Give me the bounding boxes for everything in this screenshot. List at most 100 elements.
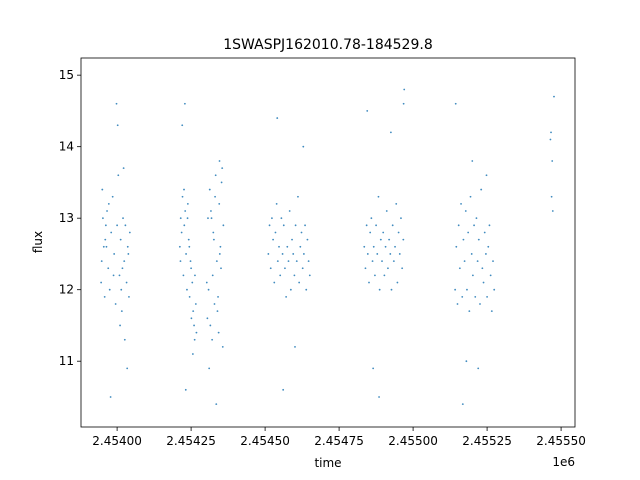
point xyxy=(372,245,375,248)
point xyxy=(218,160,221,162)
point xyxy=(218,253,221,255)
point xyxy=(282,388,285,391)
point xyxy=(183,188,185,191)
point xyxy=(397,231,400,234)
point xyxy=(187,238,190,241)
point xyxy=(121,267,124,270)
chart-title: 1SWASPJ162010.78-184529.8 xyxy=(223,37,432,53)
point xyxy=(302,145,305,148)
point xyxy=(454,102,457,105)
point xyxy=(189,260,192,262)
point xyxy=(100,281,103,284)
point xyxy=(218,202,221,205)
point xyxy=(403,88,406,91)
point xyxy=(458,267,461,270)
point xyxy=(126,245,129,248)
point xyxy=(395,202,398,205)
point xyxy=(213,303,216,305)
point xyxy=(378,288,381,291)
point xyxy=(492,260,494,262)
point xyxy=(473,224,475,227)
point xyxy=(181,124,184,127)
point xyxy=(120,310,123,313)
point xyxy=(461,403,464,406)
point xyxy=(117,174,120,177)
point xyxy=(306,238,309,241)
point xyxy=(464,210,467,212)
point xyxy=(486,295,488,298)
point xyxy=(110,231,113,234)
point xyxy=(127,253,130,255)
point xyxy=(382,231,385,234)
point xyxy=(363,245,366,248)
point xyxy=(278,245,280,248)
point xyxy=(273,281,276,284)
point xyxy=(475,217,478,220)
point xyxy=(295,260,298,262)
point xyxy=(188,245,191,248)
point xyxy=(186,202,189,205)
point xyxy=(122,217,124,220)
point xyxy=(119,238,122,241)
point xyxy=(402,238,405,241)
point xyxy=(108,288,111,291)
point xyxy=(185,253,187,255)
x-offset-label: 1e6 xyxy=(552,455,575,469)
point xyxy=(120,288,123,291)
point xyxy=(366,253,369,255)
point xyxy=(183,224,186,227)
point xyxy=(282,224,285,227)
point xyxy=(122,167,125,170)
point xyxy=(493,288,496,291)
point xyxy=(375,224,377,227)
x-tick-label: 2.45550 xyxy=(536,434,586,448)
point xyxy=(553,95,555,98)
point xyxy=(124,224,127,227)
point xyxy=(271,217,273,220)
point xyxy=(186,288,188,291)
point xyxy=(267,253,270,255)
point xyxy=(112,274,115,277)
point xyxy=(300,231,303,234)
point xyxy=(288,210,291,212)
point xyxy=(104,224,107,227)
point xyxy=(302,253,305,255)
point xyxy=(123,338,126,341)
point xyxy=(378,396,380,398)
point xyxy=(390,288,393,291)
point xyxy=(364,267,367,270)
point xyxy=(268,224,271,227)
point xyxy=(383,274,386,277)
point xyxy=(466,288,468,291)
point xyxy=(128,231,131,234)
point xyxy=(372,367,375,370)
point xyxy=(468,310,471,313)
point xyxy=(454,288,457,291)
point xyxy=(369,231,372,234)
point xyxy=(102,245,105,248)
point xyxy=(294,346,296,348)
point xyxy=(276,117,279,119)
point xyxy=(299,245,302,248)
point xyxy=(190,267,193,270)
point xyxy=(123,260,126,262)
point xyxy=(184,210,187,212)
point xyxy=(190,317,193,320)
point xyxy=(188,295,191,298)
point xyxy=(116,124,119,127)
point xyxy=(460,202,462,205)
point xyxy=(396,281,399,284)
point xyxy=(457,224,460,227)
point xyxy=(381,260,383,262)
point xyxy=(220,181,223,184)
x-axis-label: time xyxy=(314,456,341,470)
point xyxy=(217,331,220,334)
point xyxy=(487,245,490,248)
point xyxy=(389,253,392,255)
point xyxy=(477,367,480,370)
point xyxy=(456,303,459,305)
point xyxy=(297,195,299,198)
point xyxy=(471,160,474,162)
point xyxy=(301,267,304,270)
